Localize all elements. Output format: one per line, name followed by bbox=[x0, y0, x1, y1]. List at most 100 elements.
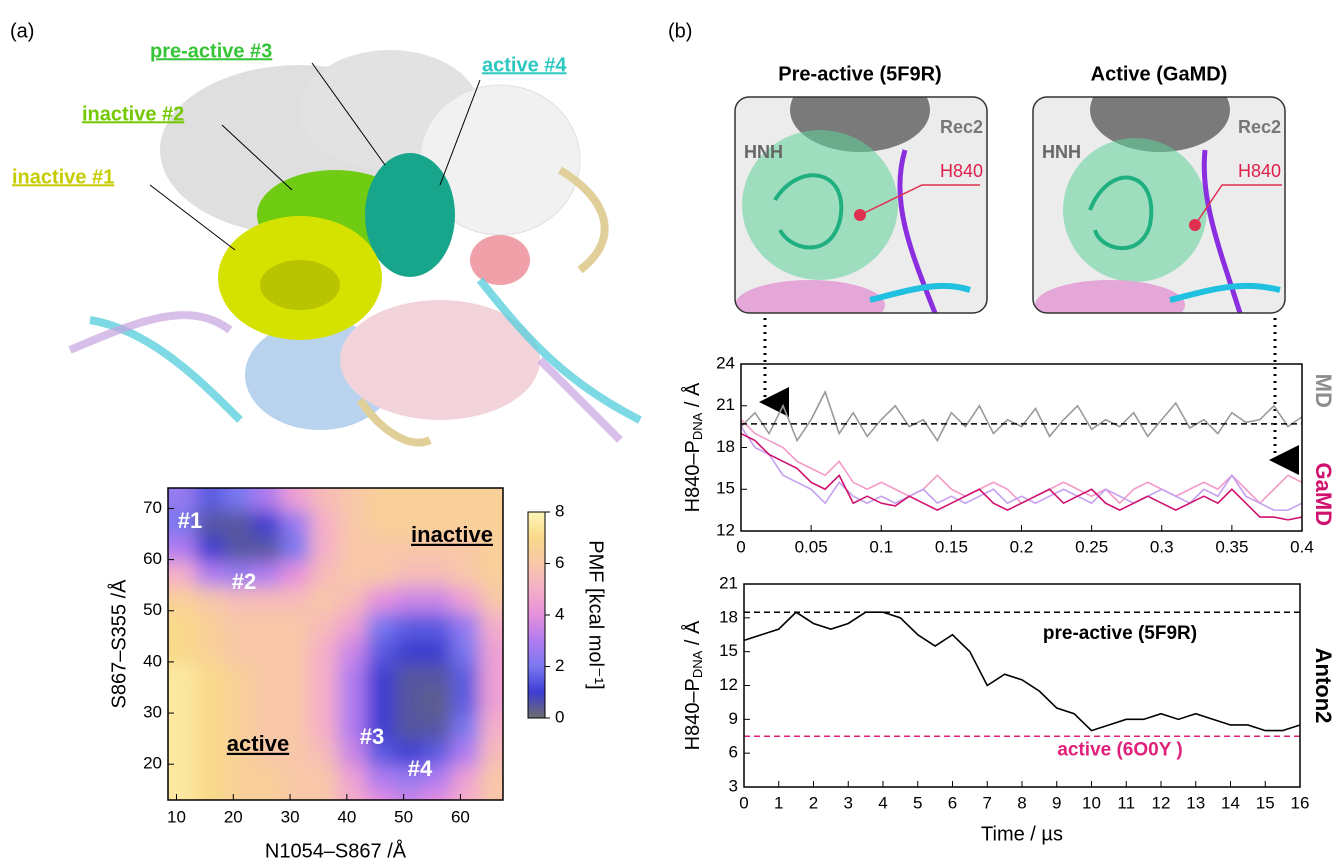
heatmap-cell bbox=[224, 485, 253, 512]
heatmap-cell bbox=[423, 562, 452, 589]
heatmap-cell bbox=[196, 562, 225, 589]
x-tick-label: 12 bbox=[1152, 793, 1171, 812]
colorbar-tick-label: 6 bbox=[555, 553, 564, 572]
heatmap-cell bbox=[395, 664, 424, 691]
heatmap-cell bbox=[451, 766, 480, 793]
y-axis-label-part: DNA bbox=[690, 650, 705, 678]
decoration bbox=[470, 235, 530, 285]
heatmap-cell bbox=[253, 511, 282, 538]
x-tick-label: 10 bbox=[167, 807, 186, 826]
y-tick-label: 6 bbox=[729, 743, 738, 762]
heatmap-cell bbox=[338, 485, 367, 512]
heatmap-cell bbox=[196, 792, 225, 819]
heatmap-cell bbox=[451, 485, 480, 512]
colorbar-label: PMF [kcal mol⁻¹] bbox=[585, 540, 607, 689]
series-line bbox=[744, 612, 1300, 730]
snapshot-title: Active (GaMD) bbox=[1091, 63, 1228, 85]
x-tick-label: 10 bbox=[1082, 793, 1101, 812]
annotation: #4 bbox=[408, 756, 433, 781]
y-axis-label-part: H840–P bbox=[682, 440, 704, 512]
heatmap-cell bbox=[451, 587, 480, 614]
heatmap-cell bbox=[168, 638, 197, 665]
heatmap-cell bbox=[224, 690, 253, 717]
heatmap-cell bbox=[281, 562, 310, 589]
heatmap-cell bbox=[253, 587, 282, 614]
y-axis-label: H840–PDNA / Å bbox=[681, 620, 705, 750]
x-tick-label: 6 bbox=[948, 793, 957, 812]
x-tick-label: 9 bbox=[1052, 793, 1061, 812]
y-tick-label: 12 bbox=[716, 520, 735, 539]
heatmap-cell bbox=[309, 536, 338, 563]
heatmap-cell bbox=[281, 766, 310, 793]
decoration bbox=[260, 260, 340, 310]
heatmap-cell bbox=[168, 741, 197, 768]
heatmap-cell bbox=[338, 536, 367, 563]
heatmap-cell bbox=[480, 664, 509, 691]
x-axis-label: Time / µs bbox=[981, 823, 1063, 845]
heatmap-cell bbox=[224, 511, 253, 538]
x-tick-label: 16 bbox=[1291, 793, 1310, 812]
heatmap-cell bbox=[480, 792, 509, 819]
annotation: #1 bbox=[178, 508, 202, 533]
y-tick-label: 9 bbox=[729, 709, 738, 728]
heatmap-cell bbox=[281, 638, 310, 665]
heatmap-cell bbox=[196, 638, 225, 665]
heatmap-cell bbox=[480, 587, 509, 614]
heatmap-cell bbox=[309, 485, 338, 512]
annotation: #2 bbox=[232, 569, 256, 594]
plot-frame bbox=[741, 364, 1302, 531]
heatmap-cell bbox=[253, 690, 282, 717]
heatmap-cell bbox=[338, 613, 367, 640]
heatmap-cell bbox=[253, 485, 282, 512]
plot-frame bbox=[744, 584, 1300, 787]
heatmap-cell bbox=[338, 638, 367, 665]
legend-label: GaMD bbox=[1311, 462, 1336, 526]
heatmap-cell bbox=[366, 690, 395, 717]
heatmap-cell bbox=[423, 792, 452, 819]
heatmap-cell bbox=[423, 638, 452, 665]
x-tick-label: 0.1 bbox=[869, 537, 893, 556]
heatmap-cell bbox=[395, 638, 424, 665]
snapshot-label: Rec2 bbox=[1238, 117, 1281, 137]
snapshot-label: H840 bbox=[940, 161, 983, 181]
y-tick-label: 3 bbox=[729, 776, 738, 795]
heatmap-cell bbox=[168, 536, 197, 563]
heatmap-cell bbox=[423, 715, 452, 742]
structure-label: active #4 bbox=[482, 54, 567, 76]
heatmap-cell bbox=[224, 664, 253, 691]
heatmap-cell bbox=[309, 638, 338, 665]
y-axis-label-part: H840–P bbox=[682, 678, 704, 750]
x-tick-label: 1 bbox=[774, 793, 783, 812]
heatmap-cell bbox=[423, 485, 452, 512]
heatmap-cell bbox=[480, 741, 509, 768]
heatmap-cell bbox=[338, 587, 367, 614]
heatmap-cell bbox=[423, 690, 452, 717]
heatmap-cell bbox=[480, 562, 509, 589]
x-tick-label: 0.35 bbox=[1215, 537, 1248, 556]
x-tick-label: 0.05 bbox=[795, 537, 828, 556]
heatmap-cell bbox=[196, 587, 225, 614]
y-tick-label: 24 bbox=[716, 353, 735, 372]
heatmap-cell bbox=[366, 638, 395, 665]
x-tick-label: 0.2 bbox=[1010, 537, 1034, 556]
y-tick-label: 12 bbox=[719, 675, 738, 694]
x-tick-label: 14 bbox=[1221, 793, 1240, 812]
heatmap-cell bbox=[168, 613, 197, 640]
structure-label: inactive #2 bbox=[82, 103, 184, 125]
heatmap-cell bbox=[309, 715, 338, 742]
heatmap-cell bbox=[395, 587, 424, 614]
reference-label: active (6O0Y ) bbox=[1057, 739, 1182, 760]
x-tick-label: 8 bbox=[1017, 793, 1026, 812]
snapshot-label: H840 bbox=[1238, 161, 1281, 181]
charts: 102030405060203040506070N1054–S867 /ÅS86… bbox=[107, 353, 1336, 862]
x-tick-label: 5 bbox=[913, 793, 922, 812]
heatmap-cell bbox=[366, 587, 395, 614]
heatmap-cell bbox=[253, 536, 282, 563]
heatmap-cell bbox=[309, 741, 338, 768]
snapshot-title: Pre-active (5F9R) bbox=[778, 63, 941, 85]
heatmap-cell bbox=[196, 664, 225, 691]
decoration bbox=[1035, 280, 1185, 330]
panel-label: (b) bbox=[668, 20, 692, 42]
y-tick-label: 15 bbox=[719, 641, 738, 660]
heatmap-cell bbox=[366, 511, 395, 538]
